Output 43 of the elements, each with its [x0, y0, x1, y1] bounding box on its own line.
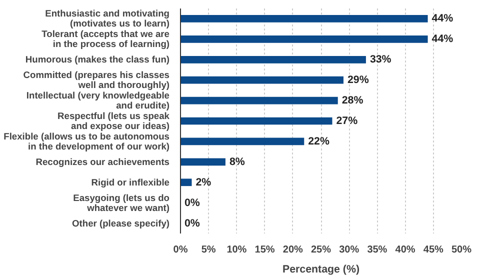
bar [180, 76, 344, 84]
bar [180, 158, 226, 166]
bar [180, 15, 428, 22]
data-label: 27% [336, 115, 358, 127]
x-tick-label: 40% [395, 244, 416, 256]
bar [180, 178, 192, 186]
x-tick-label: 20% [282, 244, 304, 256]
data-label: 28% [342, 94, 364, 107]
bar [180, 56, 366, 64]
data-label: 33% [370, 54, 392, 66]
bar [180, 96, 338, 104]
y-tick-label: Enthusiastic and motivating (motivates us to learn) [45, 8, 170, 29]
y-tick-label: Respectful (lets us speak and expose our ideas) [58, 111, 170, 131]
data-label: 29% [347, 74, 370, 86]
x-tick-label: 5% [201, 244, 216, 256]
data-label: 0% [184, 196, 200, 209]
y-tick-label: Flexible (allows us to be autonomous in the development of our work) [4, 131, 170, 152]
y-tick-label: Committed (prepares his classes well and thoroughly) [23, 70, 170, 90]
data-label: 0% [184, 217, 200, 230]
x-axis-title: Percentage (%) [282, 264, 360, 276]
x-tick-label: 30% [339, 244, 360, 256]
x-tick-label: 35% [367, 244, 388, 256]
data-label: 44% [432, 33, 454, 46]
bar [180, 36, 428, 43]
x-tick-label: 15% [254, 244, 275, 256]
x-tick-label: 50% [451, 244, 472, 256]
data-label: 44% [432, 12, 454, 25]
y-tick-label: Tolerant (accepts that we are in the process of learning) [42, 29, 170, 50]
data-label: 8% [229, 156, 246, 168]
y-tick-label: Other (please specify) [72, 218, 170, 228]
bar [180, 117, 332, 125]
y-tick-label: Intellectual (very knowledgeable and erudite) [26, 90, 170, 111]
y-tick-label: Easygoing (lets us do whatever we want) [73, 192, 170, 213]
y-tick-label: Recognizes our achievements [36, 156, 170, 167]
x-tick-label: 25% [310, 244, 332, 256]
x-tick-label: 10% [226, 244, 247, 256]
bar [180, 138, 304, 146]
data-label: 2% [196, 176, 212, 188]
x-tick-label: 0% [173, 244, 188, 256]
data-label: 22% [308, 135, 330, 148]
y-tick-label: Humorous (makes the class fun) [25, 54, 170, 65]
x-tick-label: 45% [423, 244, 444, 256]
y-tick-label: Rigid or inflexible [91, 177, 170, 188]
